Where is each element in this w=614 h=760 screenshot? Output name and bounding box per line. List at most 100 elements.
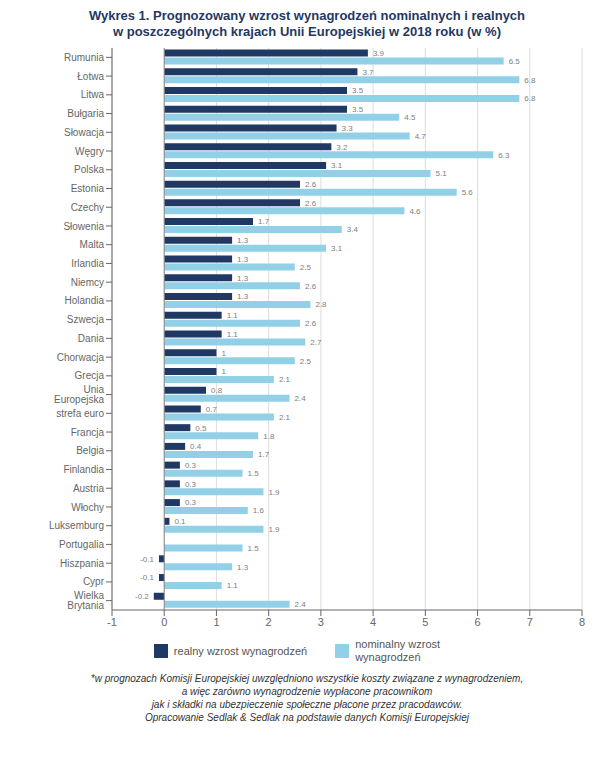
svg-text:Malta: Malta — [80, 239, 105, 250]
svg-text:Portugalia: Portugalia — [59, 539, 104, 550]
svg-text:0.7: 0.7 — [206, 405, 218, 414]
svg-text:2.7: 2.7 — [310, 338, 322, 347]
svg-text:8: 8 — [579, 616, 585, 628]
svg-text:2: 2 — [266, 616, 272, 628]
svg-text:5: 5 — [422, 616, 428, 628]
svg-text:Hiszpania: Hiszpania — [60, 558, 104, 569]
svg-text:0.3: 0.3 — [185, 498, 197, 507]
svg-text:5.1: 5.1 — [436, 169, 448, 178]
svg-text:2.6: 2.6 — [305, 199, 317, 208]
svg-text:6.8: 6.8 — [524, 94, 536, 103]
svg-text:Estonia: Estonia — [71, 183, 105, 194]
svg-text:3.1: 3.1 — [331, 244, 343, 253]
svg-text:1.1: 1.1 — [227, 311, 239, 320]
svg-text:Francja: Francja — [71, 427, 105, 438]
svg-text:Belgia: Belgia — [76, 445, 104, 456]
svg-text:Grecja: Grecja — [75, 370, 105, 381]
svg-text:6.8: 6.8 — [524, 76, 536, 85]
svg-text:0.4: 0.4 — [190, 442, 202, 451]
svg-text:Chorwacja: Chorwacja — [57, 352, 105, 363]
svg-text:Węgry: Węgry — [75, 146, 104, 157]
svg-text:6: 6 — [474, 616, 480, 628]
svg-text:UniaEuropejska: UniaEuropejska — [54, 384, 104, 405]
svg-text:0.5: 0.5 — [195, 424, 207, 433]
svg-text:3.7: 3.7 — [362, 68, 374, 77]
svg-text:0: 0 — [161, 616, 167, 628]
svg-text:Luksemburg: Luksemburg — [49, 520, 104, 531]
svg-text:-0.2: -0.2 — [135, 592, 149, 601]
svg-text:1.9: 1.9 — [268, 488, 280, 497]
svg-text:Cypr: Cypr — [83, 576, 105, 587]
svg-text:strefa euro: strefa euro — [56, 408, 104, 419]
svg-text:Dania: Dania — [78, 333, 105, 344]
svg-text:Czechy: Czechy — [71, 202, 104, 213]
svg-text:3: 3 — [318, 616, 324, 628]
svg-text:2.1: 2.1 — [279, 413, 291, 422]
svg-text:3.5: 3.5 — [352, 105, 364, 114]
svg-text:Holandia: Holandia — [65, 295, 105, 306]
svg-text:2.6: 2.6 — [305, 319, 317, 328]
svg-text:1.1: 1.1 — [227, 581, 239, 590]
svg-text:1.7: 1.7 — [258, 217, 270, 226]
svg-text:Bułgaria: Bułgaria — [67, 108, 104, 119]
svg-text:3.3: 3.3 — [342, 124, 354, 133]
svg-text:1.3: 1.3 — [237, 255, 249, 264]
svg-text:Irlandia: Irlandia — [71, 258, 104, 269]
svg-text:Słowenia: Słowenia — [63, 221, 104, 232]
svg-text:1: 1 — [221, 367, 226, 376]
svg-text:4.6: 4.6 — [409, 207, 421, 216]
svg-text:2.1: 2.1 — [279, 375, 291, 384]
svg-text:Rumunia: Rumunia — [64, 52, 104, 63]
svg-text:6.5: 6.5 — [509, 57, 521, 66]
svg-text:Łotwa: Łotwa — [77, 71, 104, 82]
svg-text:-0.1: -0.1 — [140, 555, 154, 564]
svg-text:1.3: 1.3 — [237, 274, 249, 283]
svg-text:3.2: 3.2 — [336, 143, 348, 152]
svg-text:2.6: 2.6 — [305, 180, 317, 189]
svg-text:0.8: 0.8 — [211, 386, 223, 395]
svg-text:2.6: 2.6 — [305, 282, 317, 291]
svg-text:-0.1: -0.1 — [140, 573, 154, 582]
svg-text:WielkaBrytania: WielkaBrytania — [67, 590, 104, 611]
svg-text:Włochy: Włochy — [71, 502, 104, 513]
svg-text:2.5: 2.5 — [300, 357, 312, 366]
svg-text:0.3: 0.3 — [185, 480, 197, 489]
svg-text:Litwa: Litwa — [81, 89, 105, 100]
svg-text:2.5: 2.5 — [300, 263, 312, 272]
svg-text:Niemcy: Niemcy — [71, 277, 104, 288]
svg-text:1.5: 1.5 — [248, 469, 260, 478]
svg-text:Słowacja: Słowacja — [64, 127, 104, 138]
svg-text:6.3: 6.3 — [498, 151, 510, 160]
svg-text:2.8: 2.8 — [315, 300, 327, 309]
svg-text:1.6: 1.6 — [253, 506, 265, 515]
svg-text:1.5: 1.5 — [248, 544, 260, 553]
svg-text:5.6: 5.6 — [462, 188, 474, 197]
html-text:nominalny wzrost wynagrodzeń: nominalny wzrost wynagrodzeń — [355, 638, 441, 663]
svg-text:Finlandia: Finlandia — [63, 464, 104, 475]
svg-text:1: 1 — [221, 349, 226, 358]
svg-text:3.5: 3.5 — [352, 86, 364, 95]
svg-text:4.5: 4.5 — [404, 113, 416, 122]
svg-text:1.1: 1.1 — [227, 330, 239, 339]
svg-text:1.3: 1.3 — [237, 292, 249, 301]
svg-text:2.4: 2.4 — [295, 394, 307, 403]
svg-text:1.3: 1.3 — [237, 563, 249, 572]
svg-text:0.3: 0.3 — [185, 461, 197, 470]
svg-text:3.9: 3.9 — [373, 49, 385, 58]
svg-text:1.8: 1.8 — [263, 432, 275, 441]
svg-text:1.9: 1.9 — [268, 525, 280, 534]
svg-text:3.1: 3.1 — [331, 161, 343, 170]
svg-text:-1: -1 — [107, 616, 117, 628]
svg-text:2.4: 2.4 — [295, 600, 307, 609]
svg-text:3.4: 3.4 — [347, 225, 359, 234]
svg-text:Polska: Polska — [74, 164, 104, 175]
svg-text:Austria: Austria — [73, 483, 105, 494]
svg-text:0.1: 0.1 — [174, 517, 186, 526]
svg-text:1.3: 1.3 — [237, 236, 249, 245]
svg-text:1.7: 1.7 — [258, 450, 270, 459]
svg-text:7: 7 — [527, 616, 533, 628]
svg-text:1: 1 — [213, 616, 219, 628]
svg-text:4.7: 4.7 — [415, 132, 427, 141]
svg-text:Szwecja: Szwecja — [67, 314, 105, 325]
svg-text:4: 4 — [370, 616, 376, 628]
